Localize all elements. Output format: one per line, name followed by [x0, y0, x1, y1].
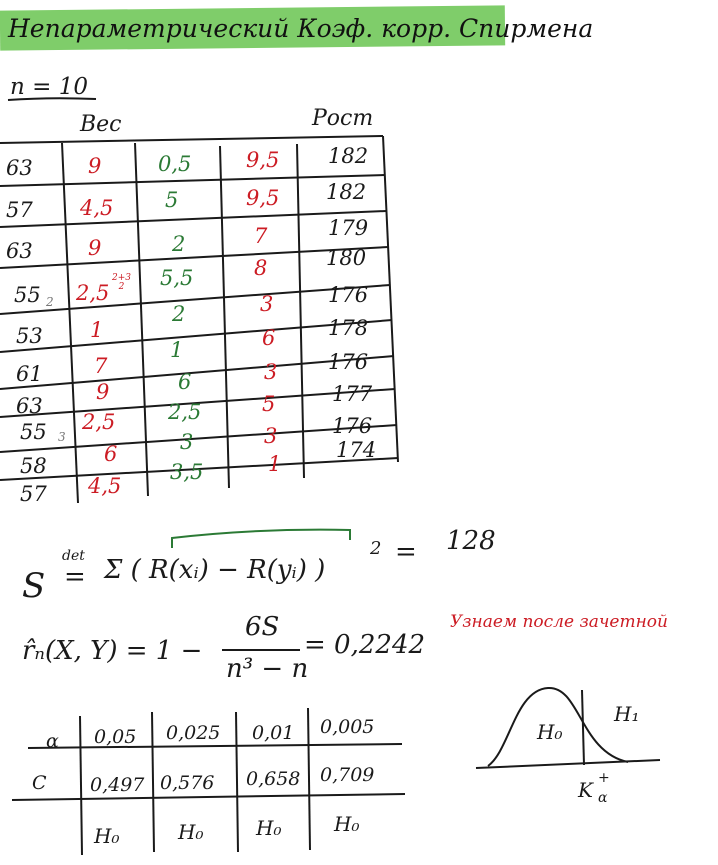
rank-y-cell: 9,5 — [246, 148, 280, 172]
rank-x-cell: 9 — [88, 236, 102, 260]
height-cell: 182 — [328, 144, 369, 168]
s-symbol: S — [22, 566, 46, 606]
h0-region-label: H₀ — [537, 720, 563, 744]
rank-x-cell: 7 — [94, 354, 108, 378]
s-value: 128 — [446, 526, 496, 556]
height-cell: 176 — [328, 283, 369, 307]
decision-cell: H₀ — [334, 812, 360, 836]
page-title: Непараметрический Коэф. корр. Спирмена — [8, 14, 594, 43]
rank-diff-cell: 0,5 — [158, 152, 192, 176]
height-cell: 176 — [328, 350, 369, 374]
power-two: 2 — [370, 538, 382, 559]
weight-cell: 53 — [16, 324, 43, 348]
sample-size-label: n = 10 — [10, 74, 88, 100]
height-cell: 177 — [332, 382, 373, 406]
rank-x-cell: 2,5 — [76, 281, 110, 305]
height-cell: 178 — [328, 316, 369, 340]
rank-diff-cell: 5,5 — [160, 266, 194, 290]
tie-mark: 3 — [58, 430, 66, 444]
height-cell: 180 — [326, 246, 367, 270]
rank-diff-cell: 3 — [180, 430, 194, 454]
rank-y-cell: 5 — [262, 392, 276, 416]
alpha-label: α — [46, 730, 59, 752]
rank-diff-cell: 2 — [172, 302, 186, 326]
rank-x-cell: 4,5 — [80, 196, 114, 220]
weight-cell: 55 — [14, 283, 41, 307]
alpha-cell: 0,005 — [320, 716, 375, 738]
rank-x-cell: 4,5 — [88, 474, 122, 498]
weight-cell: 55 — [20, 420, 47, 444]
rank-diff-cell: 5 — [165, 188, 179, 212]
sum-expression: Σ ( R(xᵢ) − R(yᵢ) ) — [104, 555, 326, 585]
rank-average-note: 2+3 2 — [112, 274, 131, 292]
weight-cell: 63 — [16, 394, 43, 418]
rank-diff-cell: 2 — [172, 232, 186, 256]
note-denominator: 2 — [118, 282, 125, 292]
result-equals: = — [395, 537, 417, 567]
red-note: Узнаем после зачетной — [450, 612, 668, 632]
decision-cell: H₀ — [178, 820, 204, 844]
height-cell: 174 — [336, 438, 377, 462]
rank-y-cell: 8 — [254, 256, 268, 280]
tie-mark: 2 — [46, 295, 54, 309]
critical-value-sup: + — [598, 770, 610, 786]
rank-diff-cell: 6 — [178, 370, 192, 394]
height-cell: 176 — [332, 414, 373, 438]
c-cell: 0,658 — [246, 768, 301, 790]
rank-y-cell: 3 — [264, 360, 278, 384]
rank-y-cell: 6 — [262, 326, 276, 350]
weight-cell: 57 — [6, 198, 33, 222]
def-label: det — [62, 548, 85, 564]
height-header: Рост — [312, 106, 374, 131]
rank-x-cell: 9 — [88, 154, 102, 178]
weight-header: Вес — [80, 112, 122, 137]
fraction-denominator: n³ − n — [226, 654, 309, 684]
rank-diff-cell: 3,5 — [170, 460, 204, 484]
rank-y-cell: 9,5 — [246, 186, 280, 210]
rank-diff-cell: 1 — [170, 338, 184, 362]
h1-region-label: H₁ — [614, 702, 640, 726]
def-equals: = — [64, 562, 86, 592]
rank-y-cell: 3 — [264, 424, 278, 448]
alpha-cell: 0,025 — [166, 722, 221, 744]
critical-value-sub: α — [598, 790, 608, 806]
c-cell: 0,709 — [320, 764, 375, 786]
rank-y-cell: 3 — [260, 292, 274, 316]
rank-diff-cell: 2,5 — [168, 400, 202, 424]
spearman-result: = 0,2242 — [304, 630, 426, 660]
c-cell: 0,576 — [160, 772, 215, 794]
c-label: C — [32, 772, 47, 794]
c-cell: 0,497 — [90, 774, 145, 796]
rank-x-cell: 9 — [96, 380, 110, 404]
fraction-numerator: 6S — [245, 612, 280, 642]
weight-cell: 57 — [20, 482, 47, 506]
rank-y-cell: 7 — [254, 224, 268, 248]
height-cell: 179 — [328, 216, 369, 240]
weight-cell: 63 — [6, 239, 33, 263]
critical-value-label: K — [578, 778, 593, 802]
weight-cell: 63 — [6, 156, 33, 180]
alpha-cell: 0,05 — [94, 726, 137, 748]
alpha-cell: 0,01 — [252, 722, 295, 744]
rank-x-cell: 1 — [90, 318, 104, 342]
height-cell: 182 — [326, 180, 367, 204]
rank-x-cell: 2,5 — [82, 410, 116, 434]
weight-cell: 61 — [16, 362, 43, 386]
note-numerator: 2+3 — [112, 273, 131, 283]
decision-cell: H₀ — [256, 816, 282, 840]
spearman-coefficient: r̂ₙ(X, Y) = 1 − — [22, 636, 203, 666]
weight-cell: 58 — [20, 454, 47, 478]
decision-cell: H₀ — [94, 824, 120, 848]
rank-x-cell: 6 — [104, 442, 118, 466]
rank-y-cell: 1 — [268, 452, 282, 476]
